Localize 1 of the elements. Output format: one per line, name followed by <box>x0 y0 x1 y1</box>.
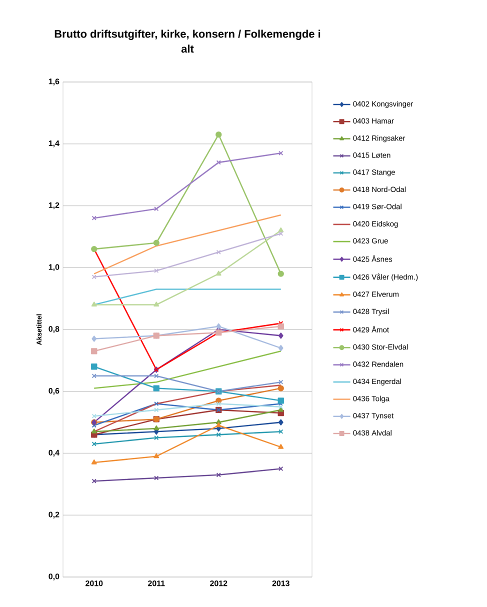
chart-title: Brutto driftsutgifter, kirke, konsern / Folkemengde i alt <box>54 30 320 53</box>
